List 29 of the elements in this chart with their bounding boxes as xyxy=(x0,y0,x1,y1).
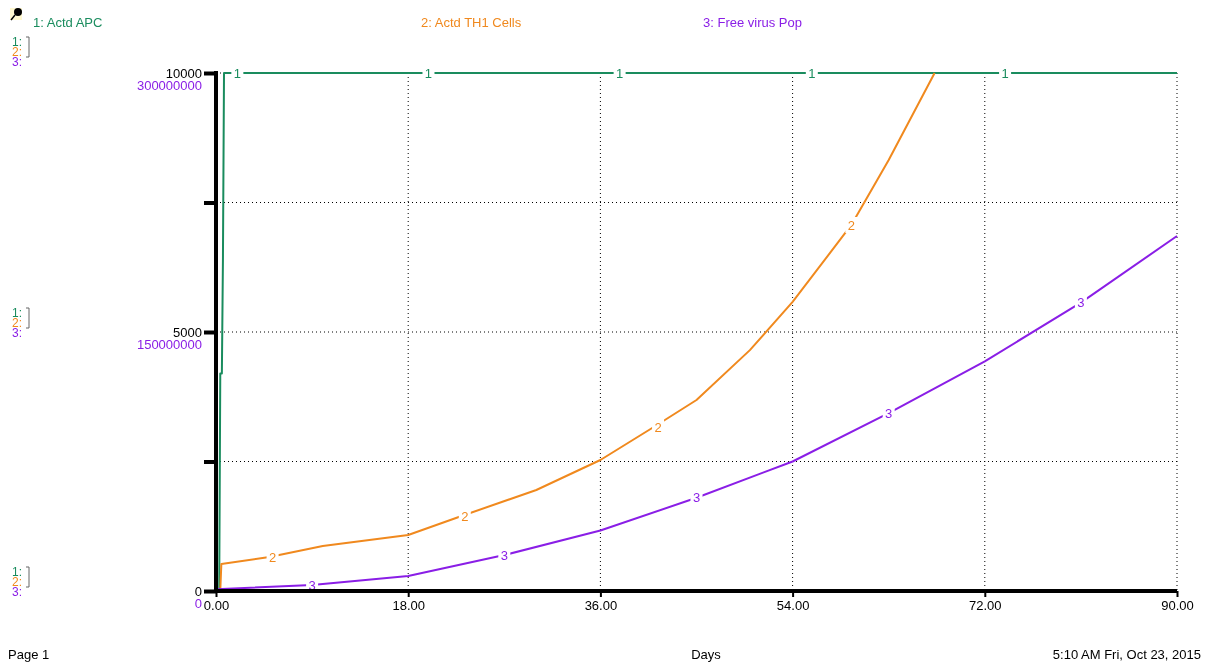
x-tick-label: 90.00 xyxy=(1161,598,1194,614)
annotation: 2 xyxy=(268,549,277,565)
x-tick-label: 0.00 xyxy=(203,598,230,614)
text: 5:10 AM Fri, Oct 23, 2015 xyxy=(1052,647,1201,662)
text: 1: Actd APC xyxy=(33,15,103,30)
annotation: 3 xyxy=(500,547,508,563)
annotation: 2 xyxy=(847,217,855,233)
annotation: 1 xyxy=(808,65,816,81)
annotation: 3 xyxy=(1077,295,1085,311)
x-tick-label: 18.00 xyxy=(392,598,425,614)
x-tick-label: 36.00 xyxy=(584,598,618,614)
text: 3: xyxy=(12,55,23,69)
x-axis-title: Days xyxy=(691,647,722,662)
x-tick-label: 72.00 xyxy=(969,598,1002,614)
text: Page 1 xyxy=(8,647,50,662)
text: 3: Free virus Pop xyxy=(703,15,802,30)
annotation: 1 xyxy=(424,65,433,81)
annotation: 2 xyxy=(461,508,469,524)
annotation: 1 xyxy=(233,65,241,81)
annotation: 1 xyxy=(616,65,624,81)
annotation: 3 xyxy=(885,405,893,421)
text: 2: Actd TH1 Cells xyxy=(421,15,522,30)
annotation: 3 xyxy=(692,490,701,506)
text: 3: xyxy=(12,585,23,599)
y-tick-label: 0 xyxy=(194,583,202,599)
x-tick-label: 54.00 xyxy=(776,598,810,614)
text: 3: xyxy=(12,326,23,340)
annotation: 2 xyxy=(654,419,662,435)
annotation: 1 xyxy=(1001,65,1009,81)
